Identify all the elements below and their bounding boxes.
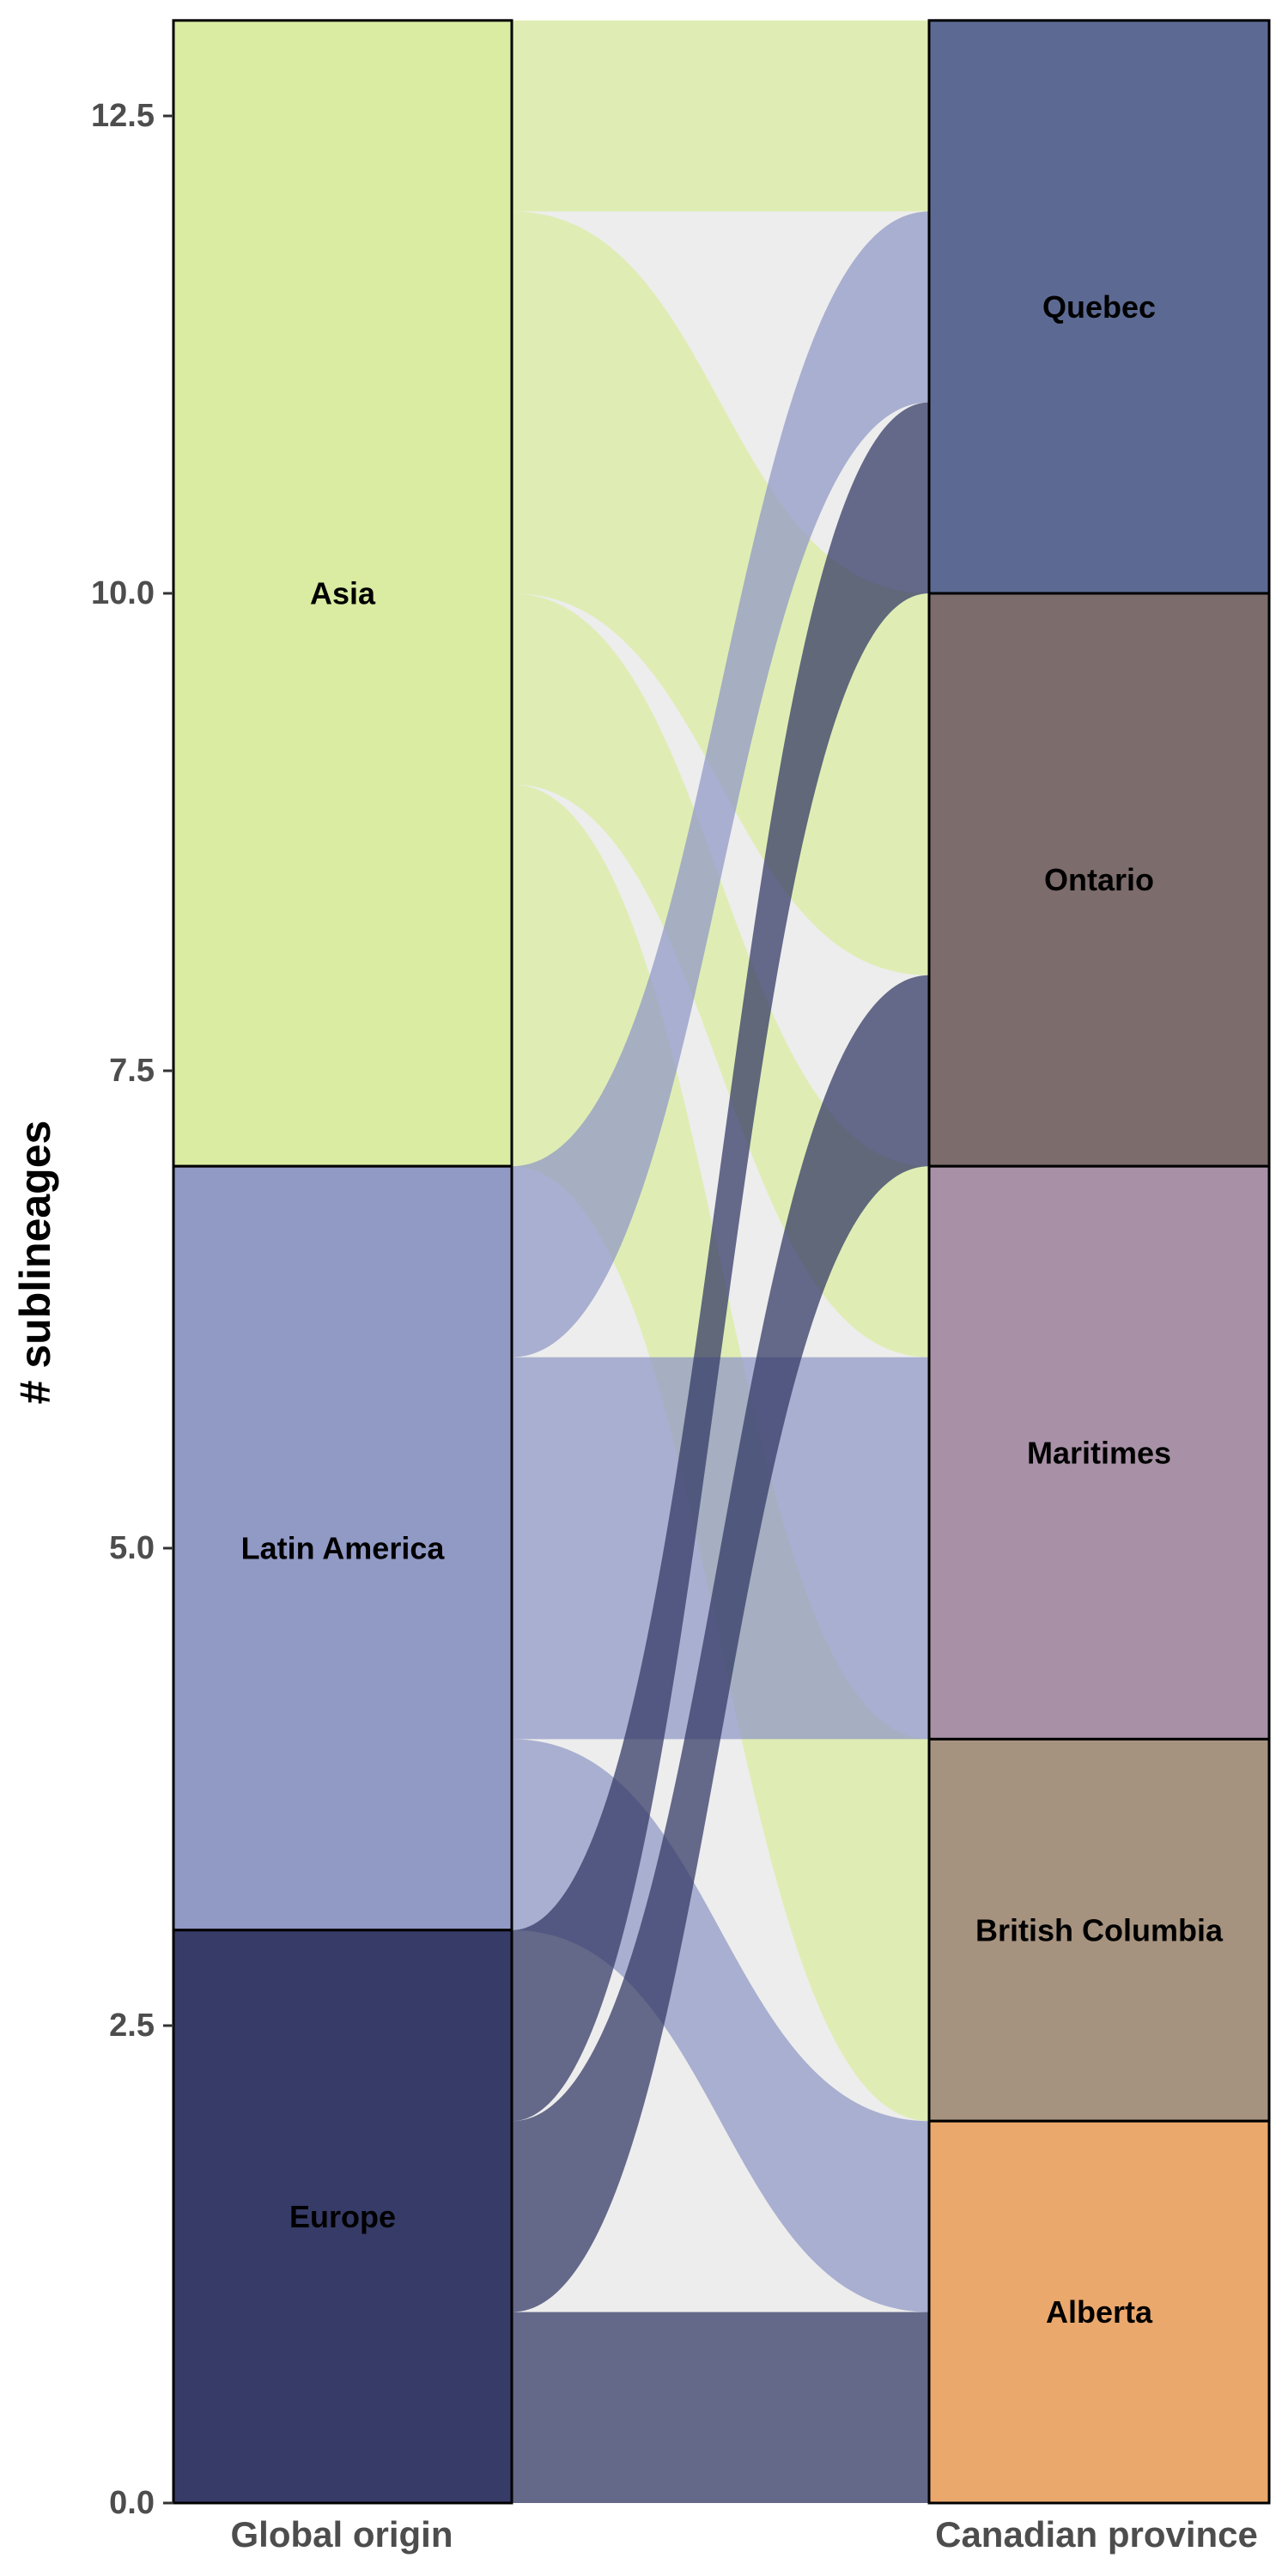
- stratum-ontario: [927, 592, 1271, 1168]
- flow-europe-to-ontario: [512, 975, 929, 2312]
- flow-europe-to-alberta: [512, 2312, 929, 2503]
- stratum-british-columbia: [927, 1737, 1271, 2123]
- y-tick-label: 7.5: [109, 1053, 155, 1089]
- y-tick-label: 12.5: [91, 98, 155, 134]
- y-axis: 0.0 2.5 5.0 7.5 10.0 12.5: [91, 21, 174, 2521]
- y-tick-label: 5.0: [109, 1530, 155, 1566]
- stratum-label-latin-america: Latin America: [241, 1531, 446, 1566]
- stratum-label-asia: Asia: [310, 576, 376, 611]
- stratum-label-british-columbia: British Columbia: [975, 1912, 1224, 1947]
- stratum-maritimes: [927, 1164, 1271, 1741]
- stratum-quebec: [927, 19, 1271, 595]
- flow-asia-to-quebec: [512, 20, 929, 212]
- y-axis-title: # sublineages: [11, 1121, 59, 1405]
- stratum-label-ontario: Ontario: [1044, 862, 1154, 897]
- strata-layer: Asia Latin America Europe Quebec Ontario Mari…: [172, 19, 1271, 2505]
- stratum-latin-america: [172, 1164, 513, 1932]
- stratum-asia: [172, 19, 513, 1168]
- stratum-europe: [172, 1929, 513, 2505]
- y-tick-label: 2.5: [109, 2008, 155, 2044]
- x-axis-label-origin: Global origin: [231, 2514, 453, 2555]
- flow-latin-america-to-quebec: [512, 211, 929, 1358]
- flow-europe-to-quebec: [512, 402, 929, 2122]
- stratum-label-quebec: Quebec: [1042, 289, 1156, 325]
- stratum-alberta: [927, 2119, 1271, 2505]
- stratum-label-maritimes: Maritimes: [1027, 1435, 1171, 1470]
- y-tick-label: 10.0: [91, 575, 155, 611]
- stratum-label-europe: Europe: [289, 2199, 396, 2234]
- y-tick-label: 0.0: [109, 2485, 155, 2521]
- x-axis-label-province: Canadian province: [935, 2514, 1258, 2555]
- stratum-label-alberta: Alberta: [1046, 2294, 1153, 2330]
- flow-asia-to-ontario: [512, 211, 929, 975]
- flows-layer: [512, 20, 929, 2503]
